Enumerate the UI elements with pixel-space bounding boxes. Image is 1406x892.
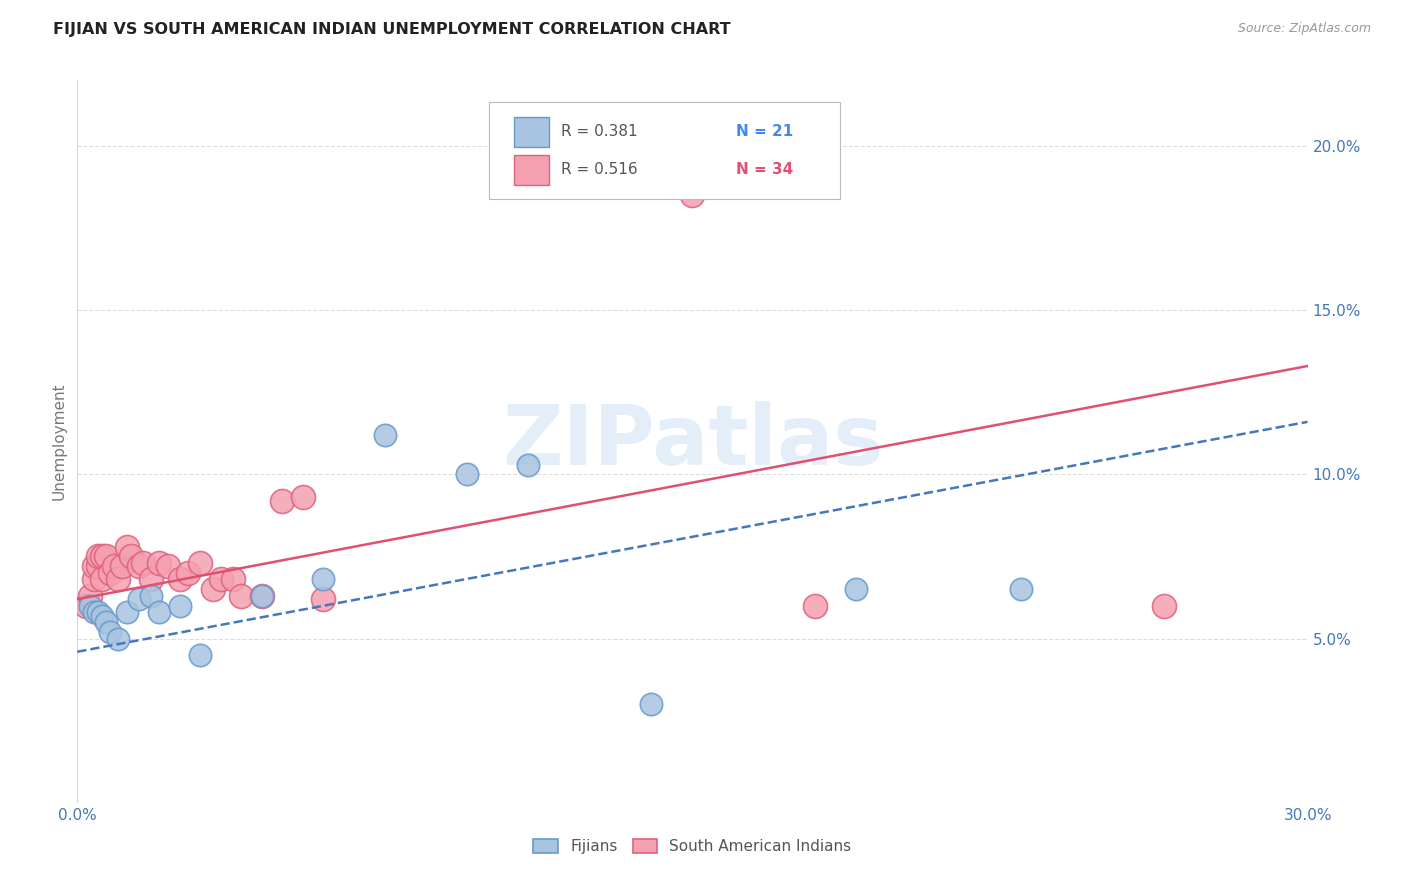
Point — [128, 559, 150, 574]
Legend: Fijians, South American Indians: Fijians, South American Indians — [527, 832, 858, 860]
Point — [107, 573, 129, 587]
FancyBboxPatch shape — [515, 117, 548, 146]
Point — [312, 573, 335, 587]
Point — [87, 605, 110, 619]
Point — [1010, 582, 1032, 597]
Text: Source: ZipAtlas.com: Source: ZipAtlas.com — [1237, 22, 1371, 36]
Point — [90, 549, 114, 564]
Point — [128, 592, 150, 607]
Point — [79, 589, 101, 603]
Point — [141, 573, 163, 587]
Point — [107, 632, 129, 646]
Text: N = 21: N = 21 — [737, 124, 794, 139]
Point — [148, 605, 170, 619]
Point — [845, 582, 868, 597]
Point — [169, 599, 191, 613]
Point — [188, 648, 212, 662]
Point — [148, 556, 170, 570]
Point — [156, 559, 179, 574]
Text: FIJIAN VS SOUTH AMERICAN INDIAN UNEMPLOYMENT CORRELATION CHART: FIJIAN VS SOUTH AMERICAN INDIAN UNEMPLOY… — [53, 22, 731, 37]
FancyBboxPatch shape — [489, 102, 841, 200]
Point — [94, 615, 117, 630]
Point — [120, 549, 142, 564]
Point — [271, 493, 294, 508]
Point — [111, 559, 134, 574]
Point — [79, 599, 101, 613]
Point — [1153, 599, 1175, 613]
Point — [291, 491, 314, 505]
Text: ZIPatlas: ZIPatlas — [502, 401, 883, 482]
FancyBboxPatch shape — [515, 155, 548, 185]
Point — [87, 549, 110, 564]
Point — [222, 573, 245, 587]
Point — [90, 573, 114, 587]
Point — [201, 582, 224, 597]
Point — [682, 188, 704, 202]
Text: N = 34: N = 34 — [737, 162, 794, 178]
Point — [87, 559, 110, 574]
Point — [231, 589, 253, 603]
Point — [374, 428, 396, 442]
Point — [250, 589, 273, 603]
Point — [804, 599, 827, 613]
Point — [90, 608, 114, 623]
Point — [83, 605, 105, 619]
Point — [94, 549, 117, 564]
Point — [83, 559, 105, 574]
Point — [188, 556, 212, 570]
Point — [177, 566, 200, 580]
Point — [132, 556, 155, 570]
Point — [250, 589, 273, 603]
Text: R = 0.381: R = 0.381 — [561, 124, 637, 139]
Text: R = 0.516: R = 0.516 — [561, 162, 637, 178]
Point — [640, 698, 662, 712]
Point — [115, 605, 138, 619]
Point — [103, 559, 125, 574]
Point — [517, 458, 540, 472]
Point — [456, 467, 478, 482]
Y-axis label: Unemployment: Unemployment — [51, 383, 66, 500]
Point — [83, 573, 105, 587]
Point — [98, 625, 121, 640]
Point — [75, 599, 97, 613]
Point — [98, 566, 121, 580]
Point — [141, 589, 163, 603]
Point — [115, 540, 138, 554]
Point — [169, 573, 191, 587]
Point — [209, 573, 232, 587]
Point — [312, 592, 335, 607]
